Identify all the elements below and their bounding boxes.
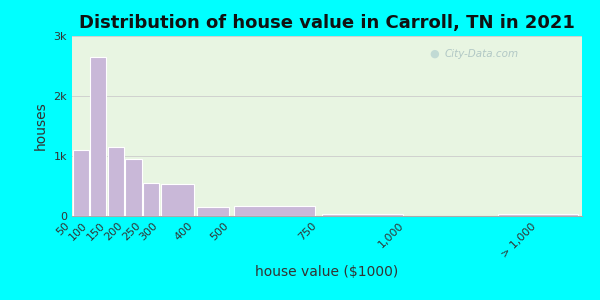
Text: ●: ● [429,49,439,58]
Bar [197,207,229,216]
X-axis label: house value ($1000): house value ($1000) [256,265,398,279]
Bar [322,214,403,216]
Bar [90,57,106,216]
Bar [143,183,159,216]
Bar [73,150,89,216]
Title: Distribution of house value in Carroll, TN in 2021: Distribution of house value in Carroll, … [79,14,575,32]
Y-axis label: houses: houses [34,102,48,150]
Bar [125,159,142,216]
Bar [497,214,578,216]
Text: City-Data.com: City-Data.com [444,49,518,58]
Bar [161,184,194,216]
Bar [108,147,124,216]
Bar [234,206,314,216]
